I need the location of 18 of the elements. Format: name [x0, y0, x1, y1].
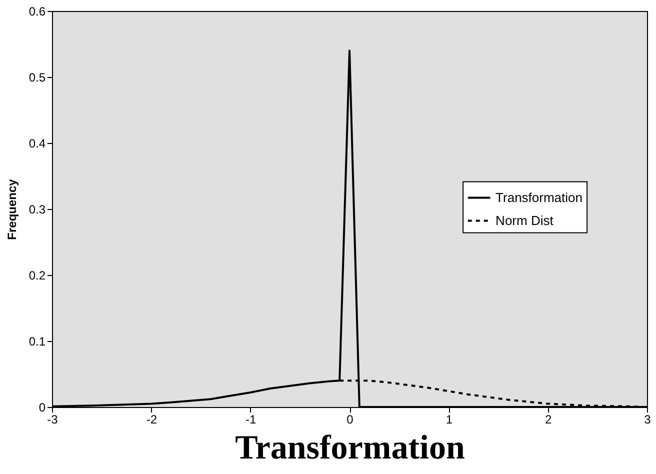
x-tick-label: 0 [346, 412, 354, 426]
y-tick-label: 0.6 [28, 4, 46, 18]
x-tick-label: -3 [47, 412, 58, 426]
legend-label: Transformation [496, 190, 582, 205]
x-tick-label: 2 [544, 412, 552, 426]
x-axis-title: Transformation [235, 430, 465, 466]
y-tick-label: 0.3 [28, 202, 46, 216]
x-tick-label: 1 [446, 412, 453, 426]
y-tick-label: 0.1 [28, 334, 46, 348]
y-tick-label: 0.2 [28, 268, 46, 282]
legend-label: Norm Dist [496, 212, 554, 228]
y-axis-title: Frequency [4, 178, 19, 240]
y-tick-label: 0 [38, 400, 46, 414]
y-tick-label: 0.4 [28, 136, 46, 150]
y-tick-label: 0.5 [28, 70, 46, 84]
x-tick-label: 3 [644, 412, 652, 426]
x-tick-label: -1 [245, 412, 256, 426]
x-tick-label: -2 [146, 412, 158, 426]
